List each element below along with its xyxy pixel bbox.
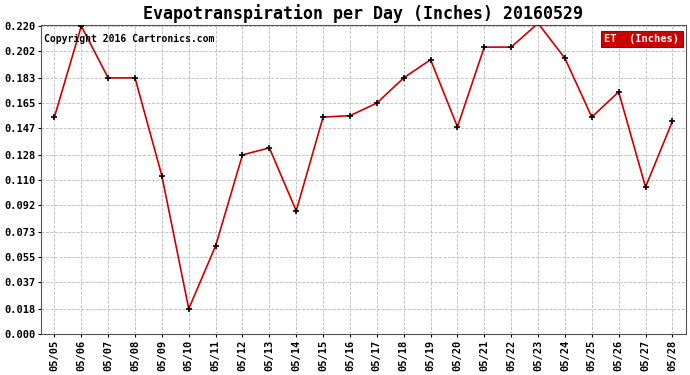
Text: ET  (Inches): ET (Inches) [604,34,680,44]
Text: Copyright 2016 Cartronics.com: Copyright 2016 Cartronics.com [44,34,215,44]
Title: Evapotranspiration per Day (Inches) 20160529: Evapotranspiration per Day (Inches) 2016… [144,4,584,23]
